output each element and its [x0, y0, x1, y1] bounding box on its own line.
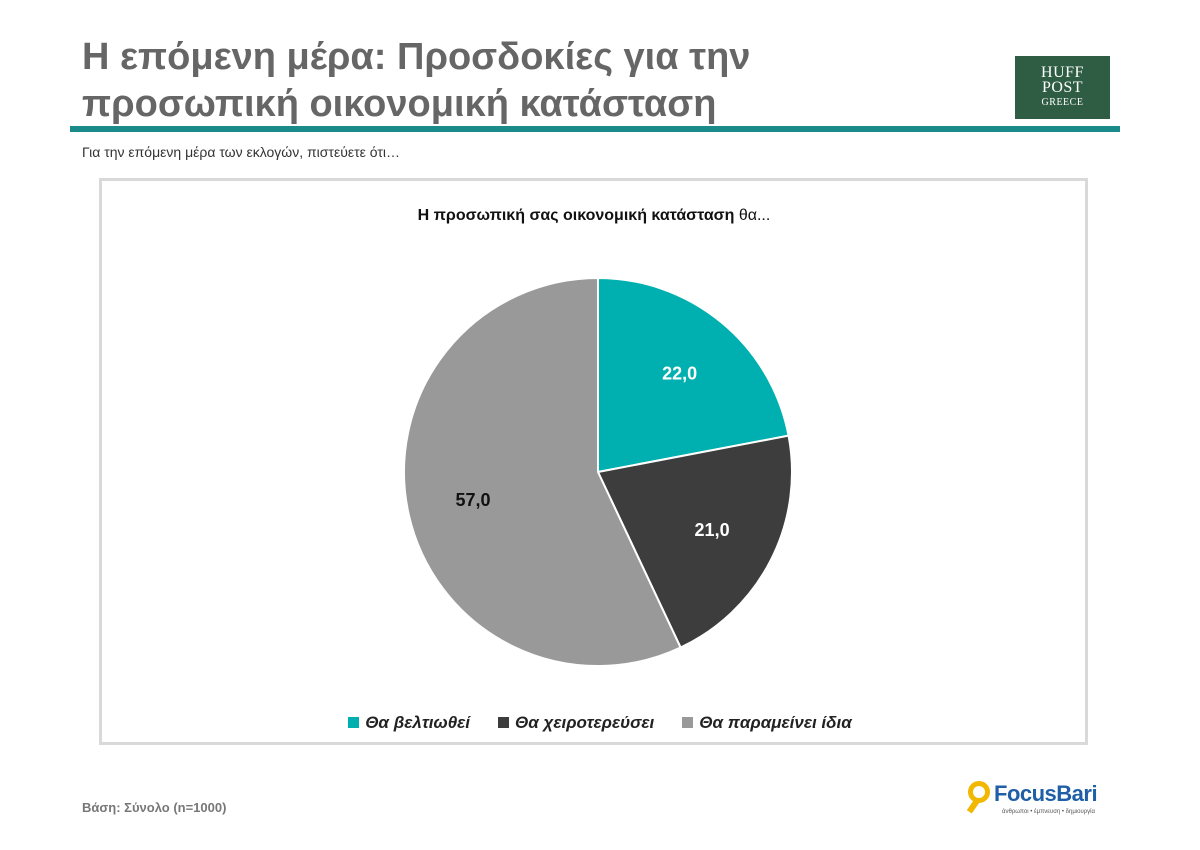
huffpost-logo-line-2: POST: [1041, 79, 1084, 96]
chart-title: Η προσωπική σας οικονομική κατάσταση θα.…: [0, 207, 1188, 225]
focusbari-logo-text: FocusBari: [994, 781, 1098, 806]
sample-base-note: Βάση: Σύνολο (n=1000): [82, 800, 227, 815]
legend-swatch-2: [498, 717, 510, 728]
chart-title-bold: Η προσωπική σας οικονομική κατάσταση: [417, 207, 735, 224]
huffpost-logo-line-3: GREECE: [1041, 97, 1084, 108]
pie-slice-label-2: 21,0: [695, 520, 730, 540]
page-title-line-1: Η επόμενη μέρα: Προσδοκίες για την: [82, 36, 751, 78]
magnifier-icon: [968, 781, 990, 803]
pie-slice-3: [403, 276, 682, 667]
legend-label-3: Θα παραμείνει ίδια: [699, 713, 852, 732]
page-subtitle: Για την επόμενη μέρα των εκλογών, πιστεύ…: [82, 144, 400, 160]
pie-slice-1: [597, 276, 790, 474]
chart-legend: Θα βελτιωθεί Θα χειροτερεύσει Θα παραμείνε…: [0, 713, 1200, 733]
pie-slice-label-3: 57,0: [456, 490, 491, 510]
page-title: Η επόμενη μέρα: Προσδοκίες για την προσω…: [82, 34, 942, 128]
legend-swatch-1: [348, 717, 360, 728]
pie-slice-2: [596, 434, 793, 649]
legend-label-1: Θα βελτιωθεί: [365, 713, 471, 732]
legend-item-3: Θα παραμείνει ίδια: [682, 713, 852, 733]
legend-item-1: Θα βελτιωθεί: [348, 713, 470, 733]
chart-title-rest: θα...: [734, 207, 771, 224]
focusbari-tagline: άνθρωποι • έμπνευση • δημιουργία: [1002, 809, 1095, 815]
legend-swatch-3: [682, 717, 694, 728]
focusbari-logo: FocusBari άνθρωποι • έμπνευση • δημιουργ…: [966, 779, 1118, 821]
legend-label-2: Θα χειροτερεύσει: [515, 713, 655, 732]
huffpost-logo: HUFF POST GREECE: [1015, 56, 1110, 119]
header-divider: [70, 126, 1120, 132]
huffpost-logo-line-1: HUFF: [1041, 64, 1084, 81]
pie-slice-label-1: 22,0: [662, 363, 697, 383]
legend-item-2: Θα χειροτερεύσει: [498, 713, 654, 733]
page-title-line-2: προσωπική οικονομική κατάσταση: [82, 83, 717, 125]
